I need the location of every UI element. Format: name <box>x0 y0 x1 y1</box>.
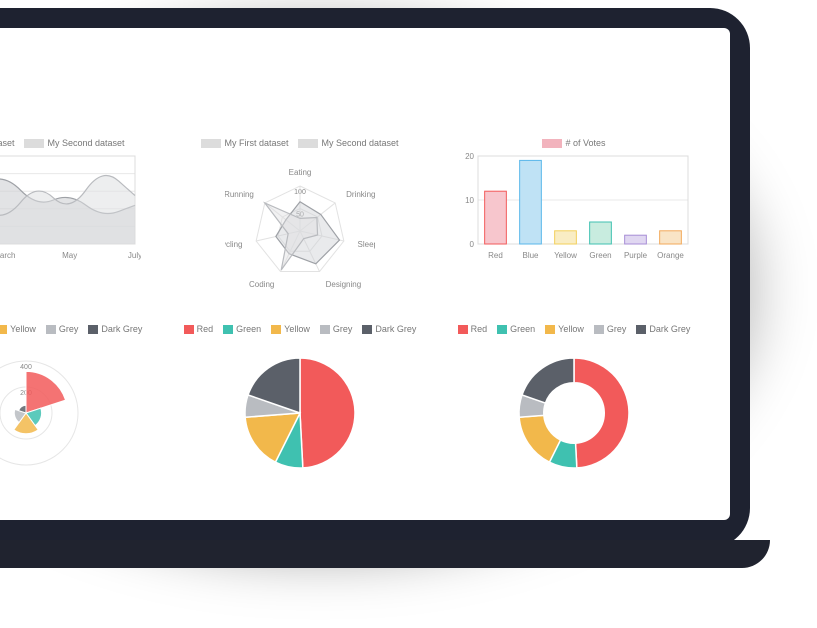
line-chart-cell: My First datasetMy Second dataset 020406… <box>0 138 152 302</box>
legend-item: My Second dataset <box>298 138 398 148</box>
laptop-frame: My First datasetMy Second dataset 020406… <box>0 8 750 548</box>
legend-swatch <box>545 325 555 334</box>
legend-label: Dark Grey <box>375 324 416 334</box>
svg-text:July: July <box>128 251 141 260</box>
legend-swatch <box>636 325 646 334</box>
legend-label: Yellow <box>284 324 310 334</box>
legend-item: # of Votes <box>542 138 605 148</box>
legend-label: My Second dataset <box>47 138 124 148</box>
legend-label: Grey <box>607 324 627 334</box>
legend-label: Dark Grey <box>649 324 690 334</box>
legend-label: Grey <box>333 324 353 334</box>
svg-text:Coding: Coding <box>249 280 274 289</box>
laptop-base <box>0 540 770 568</box>
legend-label: Green <box>236 324 261 334</box>
legend-swatch <box>184 325 194 334</box>
svg-text:Eating: Eating <box>289 168 312 177</box>
svg-text:Green: Green <box>589 251 611 260</box>
pie-chart <box>225 338 375 488</box>
chart-row-bottom: Red Green Yellow Grey Dark Grey 200400 Red Gr… <box>0 324 700 488</box>
legend-swatch <box>320 325 330 334</box>
legend-swatch <box>201 139 221 148</box>
legend-swatch <box>46 325 56 334</box>
svg-text:Drinking: Drinking <box>346 190 375 199</box>
legend-item: Grey <box>46 324 79 334</box>
legend-label: Yellow <box>558 324 584 334</box>
svg-text:0: 0 <box>470 240 475 249</box>
pie-chart-cell: Red Green Yellow Grey Dark Grey <box>174 324 426 488</box>
line-chart: 020406080100JanuaryMarchMayJuly <box>0 152 141 262</box>
polar-chart-legend: RedGreenYellowGreyDark Grey <box>0 324 142 334</box>
legend-item: Dark Grey <box>636 324 690 334</box>
legend-item: Red <box>458 324 488 334</box>
legend-label: Grey <box>59 324 79 334</box>
polar-chart: 200400 <box>0 338 101 488</box>
legend-item: Grey <box>320 324 353 334</box>
polar-chart-cell: RedGreenYellowGreyDark Grey 200400 <box>0 324 152 488</box>
svg-text:400: 400 <box>20 364 32 371</box>
legend-item: My Second dataset <box>24 138 124 148</box>
legend-swatch <box>298 139 318 148</box>
legend-label: Dark Grey <box>101 324 142 334</box>
svg-text:20: 20 <box>465 152 474 161</box>
radar-chart-cell: My First datasetMy Second dataset 50100E… <box>174 138 426 302</box>
legend-label: Red <box>197 324 214 334</box>
legend-item: Yellow <box>545 324 584 334</box>
legend-swatch <box>542 139 562 148</box>
stage: My First datasetMy Second dataset 020406… <box>0 0 817 628</box>
line-chart-legend: My First dataset My Second dataset <box>0 138 125 148</box>
svg-text:Purple: Purple <box>624 251 648 260</box>
legend-label: Red <box>471 324 488 334</box>
legend-label: # of Votes <box>565 138 605 148</box>
legend-item: My First dataset <box>0 138 14 148</box>
legend-label: Green <box>510 324 535 334</box>
svg-text:Cycling: Cycling <box>225 240 242 249</box>
donut-chart-legend: Red Green Yellow Grey Dark Grey <box>458 324 691 334</box>
radar-chart: 50100EatingDrinkingSleepingDesigningCodi… <box>225 152 375 302</box>
legend-item: My First dataset <box>201 138 288 148</box>
donut-chart-cell: Red Green Yellow Grey Dark Grey <box>448 324 700 488</box>
legend-swatch <box>594 325 604 334</box>
legend-swatch <box>271 325 281 334</box>
radar-chart-legend: My First dataset My Second dataset <box>201 138 398 148</box>
legend-swatch <box>0 325 7 334</box>
svg-text:10: 10 <box>465 196 474 205</box>
chart-row-top: My First datasetMy Second dataset 020406… <box>0 138 700 302</box>
legend-swatch <box>362 325 372 334</box>
svg-text:Blue: Blue <box>522 251 539 260</box>
legend-label: My Second dataset <box>321 138 398 148</box>
legend-item: Yellow <box>0 324 36 334</box>
pie-chart-legend: Red Green Yellow Grey Dark Grey <box>184 324 417 334</box>
svg-text:Yellow: Yellow <box>554 251 577 260</box>
legend-item: Green <box>497 324 535 334</box>
donut-chart <box>499 338 649 488</box>
bar-chart: 0 10 20 Red Blue Yellow Green Purple Orange <box>454 152 694 262</box>
legend-swatch <box>223 325 233 334</box>
legend-item: Green <box>223 324 261 334</box>
legend-swatch <box>24 139 44 148</box>
legend-item: Grey <box>594 324 627 334</box>
svg-text:Red: Red <box>488 251 503 260</box>
svg-text:Orange: Orange <box>657 251 684 260</box>
svg-text:March: March <box>0 251 15 260</box>
svg-text:May: May <box>62 251 77 260</box>
legend-item: Yellow <box>271 324 310 334</box>
svg-text:Running: Running <box>225 190 254 199</box>
bar-chart-cell: # of Votes 0 10 20 Red Blue Yellow Green Purple… <box>448 138 700 302</box>
legend-swatch <box>497 325 507 334</box>
bar-chart-legend: # of Votes <box>542 138 605 148</box>
legend-label: Yellow <box>10 324 36 334</box>
legend-label: My First dataset <box>224 138 288 148</box>
legend-label: My First dataset <box>0 138 14 148</box>
legend-item: Red <box>184 324 214 334</box>
legend-item: Dark Grey <box>362 324 416 334</box>
legend-swatch <box>88 325 98 334</box>
laptop-screen: My First datasetMy Second dataset 020406… <box>0 28 730 520</box>
legend-swatch <box>458 325 468 334</box>
dashboard: My First datasetMy Second dataset 020406… <box>0 28 730 520</box>
svg-text:Designing: Designing <box>326 280 362 289</box>
svg-text:Sleeping: Sleeping <box>358 240 375 249</box>
legend-item: Dark Grey <box>88 324 142 334</box>
